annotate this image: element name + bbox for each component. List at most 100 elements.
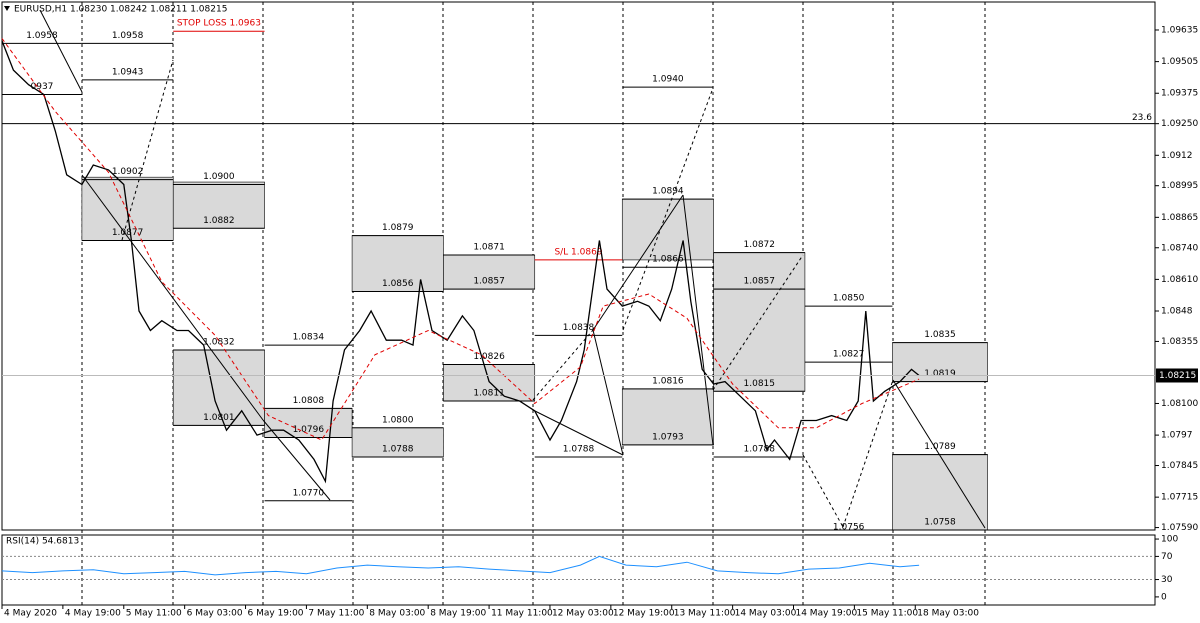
level-label: 1.0834 — [293, 333, 325, 343]
y-tick-label: 0 — [1161, 592, 1167, 602]
level-label: STOP LOSS 1.0963 — [177, 19, 261, 29]
x-tick-label: 11 May 11:00 — [491, 609, 553, 619]
header: EURUSD,H1 1.08230 1.08242 1.08211 1.0821… — [14, 5, 227, 15]
level-label: 1.0894 — [652, 187, 684, 197]
level-label: 1.0958 — [26, 31, 58, 41]
level-label: 1.0793 — [652, 432, 684, 442]
x-tick-label: 5 May 11:00 — [126, 609, 182, 619]
x-tick-label: 4 May 19:00 — [65, 609, 121, 619]
level-label: 1.0900 — [203, 172, 235, 182]
level-label: 1.0940 — [652, 75, 684, 85]
y-tick-label: 1.07845 — [1161, 461, 1198, 471]
menu-icon[interactable] — [4, 6, 10, 11]
level-label: 1.0857 — [744, 277, 776, 287]
y-tick-label: 1.07590 — [1161, 523, 1198, 533]
level-label: 1.0958 — [112, 31, 144, 41]
trend-line — [81, 174, 264, 421]
level-label: 1.0811 — [473, 389, 505, 399]
y-tick-label: 1.08740 — [1161, 243, 1198, 253]
trend-line — [262, 419, 331, 501]
level-label: 1.0788 — [563, 445, 595, 455]
y-tick-label: 1.08865 — [1161, 213, 1198, 223]
trend-line — [622, 87, 714, 331]
level-label: 1.0788 — [744, 445, 776, 455]
level-label: 1.0819 — [924, 369, 956, 379]
y-tick-label: 1.0912 — [1161, 151, 1193, 161]
x-tick-label: 6 May 19:00 — [248, 609, 304, 619]
zone — [713, 288, 806, 392]
y-tick-label: 1.09375 — [1161, 89, 1198, 99]
level-label: 1.0788 — [382, 445, 414, 455]
y-tick-label: 1.0848 — [1161, 307, 1193, 317]
zone — [713, 252, 806, 290]
level-label: 1.0850 — [833, 294, 865, 304]
main-panel — [1, 1, 1156, 531]
level-label: 1.0902 — [112, 167, 144, 177]
level-label: 1.0857 — [473, 277, 505, 287]
level-label: 1.0789 — [924, 442, 956, 452]
y-tick-label: 70 — [1161, 552, 1173, 562]
x-tick-label: 6 May 03:00 — [187, 609, 243, 619]
last-price-label: 1.08215 — [1159, 371, 1196, 381]
y-tick-label: 1.09250 — [1161, 119, 1198, 129]
level-label: 1.0756 — [833, 522, 865, 532]
level-label: 1.0838 — [563, 323, 595, 333]
x-tick-label: 14 May 19:00 — [795, 609, 857, 619]
level-label: 1.0800 — [382, 415, 414, 425]
level-label: 1.0758 — [924, 518, 956, 528]
level-label: 1.0796 — [293, 425, 325, 435]
rsi-line — [1, 555, 920, 576]
x-tick-label: 13 May 11:00 — [674, 609, 736, 619]
x-tick-label: 15 May 11:00 — [856, 609, 918, 619]
level-label: 1.0943 — [112, 67, 144, 77]
trend-line — [802, 454, 844, 528]
level-label: 1.0770 — [293, 488, 325, 498]
drawings — [39, 9, 986, 529]
y-tick-label: 1.07715 — [1161, 493, 1198, 503]
zone — [443, 254, 536, 290]
level-label: 1.0879 — [382, 223, 414, 233]
trend-line — [892, 379, 986, 529]
level-label: 1.0866 — [652, 255, 684, 265]
trend-line — [592, 194, 684, 331]
level-label: 1.0832 — [203, 337, 235, 347]
y-tick-label: 1.09505 — [1161, 57, 1198, 67]
level-label: 1.0835 — [924, 330, 956, 340]
level-label: 1.0856 — [382, 279, 414, 289]
price-line — [1, 40, 920, 484]
x-tick-label: 12 May 03:00 — [552, 609, 614, 619]
level-label: 1.0872 — [744, 240, 776, 250]
y-tick-label: 1.08100 — [1161, 399, 1198, 409]
level-label: 1.0815 — [744, 379, 776, 389]
panel-title: RSI(14) 54.6813 — [6, 537, 79, 547]
trend-line — [592, 329, 624, 456]
zone — [621, 388, 714, 446]
level-label: 1.0877 — [112, 228, 144, 238]
zone — [621, 198, 714, 261]
level-label: 1.0801 — [203, 413, 235, 423]
x-tick-label: 12 May 19:00 — [613, 609, 675, 619]
zone — [892, 454, 988, 531]
last-price-tag — [1156, 368, 1198, 383]
level-label: 1.0882 — [203, 216, 235, 226]
trend-line — [682, 194, 714, 446]
level-label: 0937 — [31, 82, 54, 92]
level-label: 1.0816 — [652, 376, 684, 386]
x-tick-label: 4 May 2020 — [4, 609, 57, 619]
level-label: 1.0808 — [293, 396, 325, 406]
y-tick-label: 1.08610 — [1161, 275, 1198, 285]
fib-label: 23.6 — [1132, 113, 1152, 123]
price-line — [1, 38, 920, 441]
rsi-panel — [1, 534, 1156, 606]
x-tick-label: 18 May 03:00 — [917, 609, 979, 619]
level-label: 1.0827 — [833, 350, 865, 360]
trend-line — [842, 379, 894, 528]
y-tick-label: 1.08995 — [1161, 181, 1198, 191]
x-tick-label: 14 May 03:00 — [735, 609, 797, 619]
y-tick-label: 100 — [1161, 535, 1178, 545]
level-label: S/L 1.0869 — [554, 247, 602, 257]
trend-line — [532, 409, 624, 456]
level-label: 1.0871 — [473, 243, 505, 253]
x-tick-label: 8 May 03:00 — [369, 609, 425, 619]
